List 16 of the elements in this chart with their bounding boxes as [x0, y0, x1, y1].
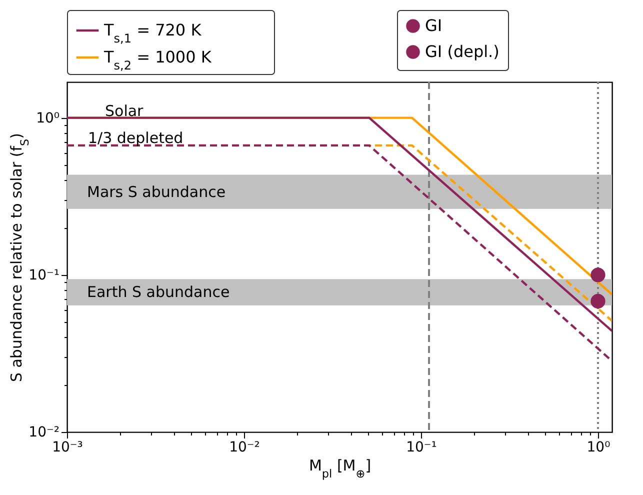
band-label: Mars S abundance — [87, 182, 226, 201]
annotation: Solar — [105, 102, 144, 120]
x-axis-title: M$_{pl}$ [M$_{⊕}$] — [308, 456, 372, 480]
band-label: Earth S abundance — [87, 283, 230, 302]
legend-label: T$_{s,2}$ = 1000 K — [103, 48, 212, 72]
y-tick-label: 10⁻¹ — [28, 267, 60, 284]
y-tick-label: 10⁰ — [36, 110, 60, 126]
legend-label: GI — [425, 16, 442, 35]
x-tick-label: 10⁻² — [229, 440, 260, 456]
legend-label: T$_{s,1}$ = 720 K — [103, 20, 202, 46]
x-tick-label: 10⁻¹ — [406, 440, 437, 456]
y-tick-label: 10⁻² — [28, 424, 60, 440]
legend-label: GI (depl.) — [425, 42, 500, 61]
x-tick-label: 10⁰ — [586, 440, 611, 456]
annotation: 1/3 depleted — [88, 129, 184, 147]
x-tick-label: 10⁻³ — [52, 440, 83, 456]
